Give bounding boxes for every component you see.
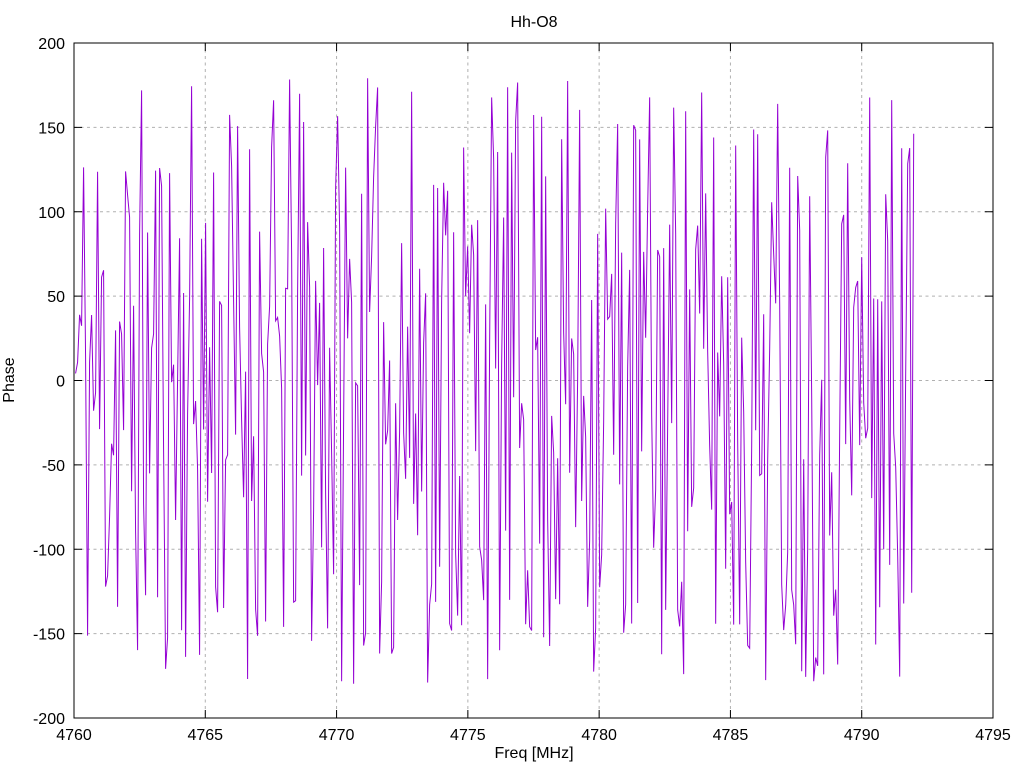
phase-trace [75, 78, 915, 684]
x-axis-title: Freq [MHz] [494, 745, 573, 762]
x-tick-label: 4795 [975, 727, 1011, 744]
trace-layer [75, 78, 915, 684]
y-tick-label: -200 [33, 711, 65, 728]
y-tick-label: 50 [47, 289, 65, 306]
x-tick-label: 4770 [319, 727, 355, 744]
x-tick-label: 4775 [450, 727, 486, 744]
y-tick-label: 150 [38, 120, 65, 137]
x-tick-label: 4780 [581, 727, 617, 744]
y-tick-label: -50 [42, 458, 65, 475]
x-tick-label: 4790 [844, 727, 880, 744]
y-tick-label: -150 [33, 627, 65, 644]
y-tick-label: -100 [33, 542, 65, 559]
chart-title: Hh-O8 [510, 14, 557, 31]
tick-layer [73, 42, 994, 719]
y-axis-title: Phase [1, 357, 18, 402]
y-tick-label: 200 [38, 36, 65, 53]
x-tick-label: 4765 [187, 727, 223, 744]
tick-label-layer: 4760 4765 4770 4775 4780 4785 4790 4795 -200 -150… [33, 36, 1011, 744]
x-tick-label: 4785 [713, 727, 749, 744]
x-tick-label: 4760 [56, 727, 92, 744]
y-tick-label: 0 [56, 374, 65, 391]
y-tick-label: 100 [38, 205, 65, 222]
